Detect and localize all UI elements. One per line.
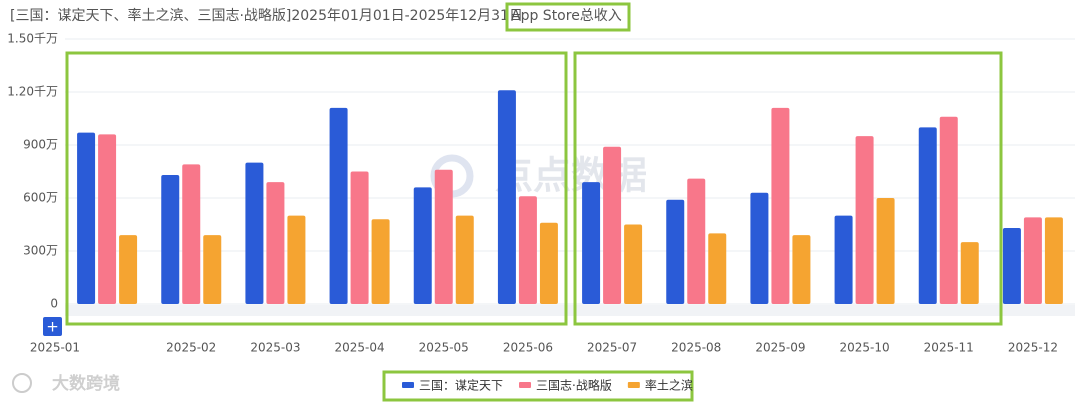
highlight-box [505,2,631,32]
bar [77,132,96,304]
bar [687,178,706,304]
chart-title: [三国：谋定天下、率土之滨、三国志·战略版]2025年01月01日-2025年1… [10,7,523,24]
bar [161,175,180,304]
bar [855,136,874,304]
bar [708,233,727,304]
bar [876,198,895,304]
bar [750,192,769,304]
x-tick-label: 2025-03 [250,341,300,355]
x-tick-label: 2025-06 [503,341,553,355]
y-tick-label: 0 [50,297,58,311]
bar [350,171,369,304]
bar [834,215,853,304]
legend-label: 三国志·战略版 [536,378,612,393]
bar [266,182,285,304]
x-tick-label: 2025-05 [419,341,469,355]
x-tick-label: 2025-02 [166,341,216,355]
bar [666,199,685,304]
x-tick-label: 2025-04 [335,341,385,355]
brand-logo [12,373,32,393]
bar [1023,217,1042,304]
bar [792,235,811,304]
y-tick-label: 1.50千万 [7,32,58,46]
bar [539,222,558,304]
bar [245,162,264,304]
bar [939,116,958,304]
y-tick-label: 300万 [23,244,58,258]
y-tick-label: 600万 [23,191,58,205]
highlight-box [382,370,694,402]
bar [624,224,643,304]
bar [1002,228,1021,304]
watermark: 点点数据 [495,154,647,198]
bar [413,187,432,304]
legend-swatch [519,382,532,388]
bar [518,196,537,304]
bar [287,215,306,304]
x-tick-label: 2025-09 [755,341,805,355]
zoom-button[interactable] [43,317,62,336]
x-tick-label: 2025-11 [924,341,974,355]
bar [455,215,474,304]
x-tick-label: 2025-08 [671,341,721,355]
x-tick-label: 2025-12 [1008,341,1058,355]
bar [582,182,601,304]
legend-label: 三国：谋定天下 [419,378,503,393]
bar [960,242,979,304]
zoom-band [65,305,1075,316]
highlight-box [573,51,1003,326]
bar [497,90,516,304]
legend-swatch [402,382,414,388]
chart-title-highlight: App Store总收入 [511,8,622,24]
bar [371,219,390,304]
bar [918,127,937,304]
bar [182,164,201,304]
y-tick-label: 900万 [23,138,58,152]
bar [434,169,453,304]
x-tick-label: 2025-01 [30,341,80,355]
bar [603,146,622,304]
bar [329,107,348,305]
legend-swatch [627,382,640,388]
brand-watermark: 大数跨境 [52,373,120,394]
bar [1044,217,1063,304]
y-tick-label: 1.20千万 [7,85,58,99]
legend-label: 率土之滨 [645,378,693,393]
bar [771,107,790,305]
bar [119,235,138,304]
legend: 三国：谋定天下 三国志·战略版 率土之滨 [402,378,693,393]
x-tick-label: 2025-10 [840,341,890,355]
x-tick-label: 2025-07 [587,341,637,355]
bar [203,235,222,304]
zoom-icon: + [46,318,59,336]
bar [98,134,117,304]
highlight-box [65,51,568,326]
